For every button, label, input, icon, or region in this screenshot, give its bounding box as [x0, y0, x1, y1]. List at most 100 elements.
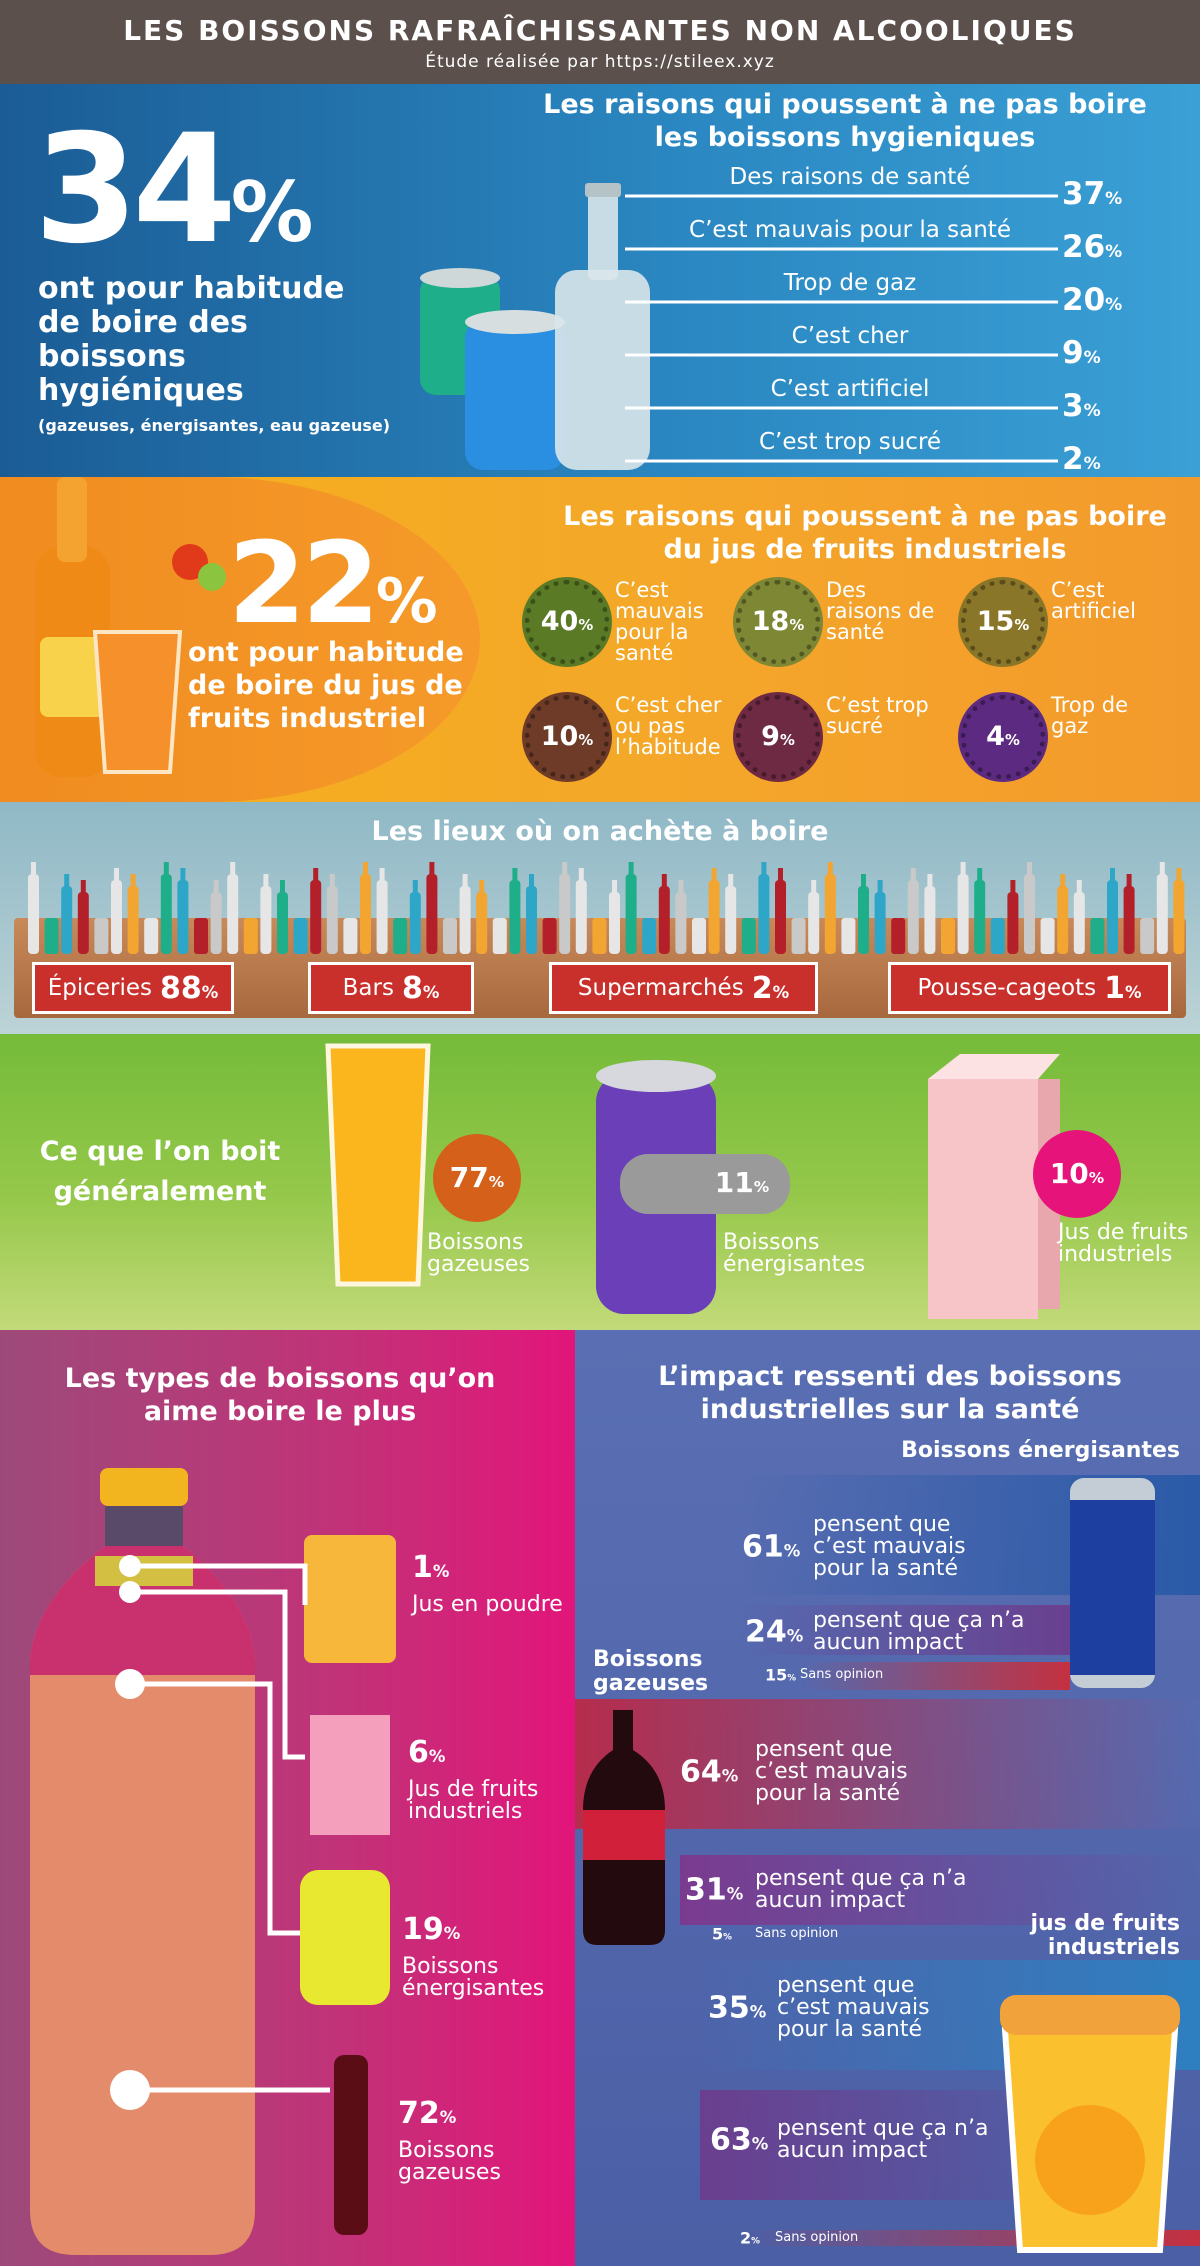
shape — [1027, 862, 1032, 876]
reason-value: 3% — [1062, 388, 1101, 424]
shape — [583, 1810, 665, 1860]
shape — [1076, 880, 1082, 894]
place-number: 2 — [751, 970, 773, 1006]
cap-value-number: 40 — [540, 606, 579, 637]
shape — [924, 886, 936, 954]
shape — [343, 918, 358, 954]
shape — [127, 886, 139, 954]
shape — [360, 874, 371, 954]
shape — [465, 310, 565, 334]
percent-sign: % — [578, 616, 594, 634]
impact-label: pensent que c’est mauvais pour la santé — [777, 1973, 930, 2042]
cap-value-number: 15 — [976, 606, 1015, 637]
cap-label: C’est mauvais pour la santé — [615, 578, 704, 665]
shape — [778, 868, 783, 882]
cap-value-number: 4 — [986, 721, 1005, 752]
shape — [95, 1556, 193, 1586]
shape — [1070, 1550, 1155, 1675]
illustration — [325, 1043, 1060, 1319]
illustration — [35, 477, 226, 777]
shape — [990, 918, 1005, 954]
drink-value: 10% — [1033, 1157, 1121, 1190]
shape — [728, 874, 734, 888]
type-value-number: 6 — [408, 1735, 429, 1770]
shape — [230, 862, 236, 876]
place-name: Pousse-cageots — [917, 975, 1097, 1001]
drink-label: Jus de fruits industriels — [1058, 1220, 1189, 1267]
shape — [130, 1589, 305, 1760]
percent-sign: % — [201, 982, 219, 1002]
impact-value-number: 63 — [710, 2122, 752, 2158]
place-label: Supermarchés 2% — [549, 962, 818, 1014]
percent-sign: % — [753, 1178, 770, 1196]
shape — [585, 183, 621, 197]
percent-sign: % — [1105, 295, 1123, 315]
drink-value: 77% — [433, 1161, 521, 1194]
percent-sign: % — [1083, 348, 1101, 368]
shape — [927, 874, 933, 888]
shape — [213, 880, 219, 894]
shape — [329, 874, 335, 888]
impact-value: 63% — [710, 2123, 768, 2158]
shape — [628, 862, 634, 876]
shape — [588, 190, 618, 280]
shape — [1035, 2105, 1145, 2215]
place-number: 8 — [401, 970, 423, 1006]
percent-sign: % — [789, 616, 805, 634]
percent-sign: % — [1125, 982, 1142, 1002]
bottle-cap — [961, 695, 1045, 779]
shape — [1110, 868, 1115, 882]
shape — [675, 892, 687, 954]
cap-label: Des raisons de santé — [826, 578, 935, 644]
reason-value-number: 26 — [1062, 229, 1106, 265]
shape — [974, 880, 986, 954]
big-stat-number: 22 — [228, 519, 380, 649]
percent-sign: % — [375, 565, 438, 637]
impact-value-number: 35 — [708, 1990, 750, 2026]
shape — [1000, 1995, 1180, 2035]
cap-label: Trop de gaz — [1051, 693, 1129, 738]
percent-sign: % — [1105, 189, 1123, 209]
impact-value-number: 2 — [740, 2228, 752, 2248]
shape — [658, 886, 670, 954]
shape — [443, 918, 457, 954]
shape — [130, 1563, 308, 1605]
shape — [1040, 918, 1055, 954]
reason-value: 26% — [1062, 229, 1122, 265]
shape — [194, 918, 208, 954]
impact-value-number: 5 — [712, 1924, 724, 1944]
impact-value: 15% — [765, 1666, 796, 1685]
type-value-number: 72 — [398, 2096, 440, 2131]
impact-value-number: 61 — [742, 1529, 784, 1565]
percent-sign: % — [428, 1747, 446, 1766]
shape — [692, 918, 706, 954]
reason-value-number: 37 — [1062, 176, 1106, 212]
shape — [304, 1535, 396, 1663]
cap-value-number: 18 — [751, 606, 790, 637]
percent-sign: % — [787, 1673, 797, 1684]
shape — [791, 918, 806, 954]
percent-sign: % — [1014, 616, 1030, 634]
shape — [172, 544, 208, 580]
shape — [555, 270, 650, 470]
shape — [1176, 868, 1182, 882]
shape — [891, 918, 906, 954]
type-value-number: 1 — [412, 1550, 433, 1585]
bottle-cap — [736, 695, 820, 779]
stat-note: (gazeuses, énergisantes, eau gazeuse) — [38, 416, 391, 435]
shape — [761, 862, 767, 876]
illustration — [583, 1478, 1180, 2253]
percent-sign: % — [749, 2002, 767, 2022]
shape — [310, 880, 322, 954]
shape — [642, 918, 657, 954]
shape — [1060, 874, 1066, 888]
shape — [1024, 874, 1035, 954]
bottle-cap — [961, 580, 1045, 664]
impact-label: pensent que ça n’a aucun impact — [813, 1608, 1025, 1655]
shape — [115, 1669, 145, 1699]
shape — [811, 880, 817, 894]
shape — [180, 868, 186, 882]
drink-badge — [1033, 1130, 1121, 1218]
types-title: Les types de boissons qu’on aime boire l… — [64, 1363, 496, 1427]
shape — [775, 880, 786, 954]
